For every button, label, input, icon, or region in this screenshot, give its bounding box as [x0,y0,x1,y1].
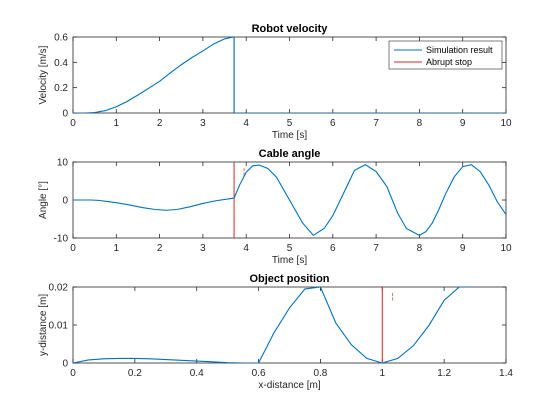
series-line-simulation-result [73,164,506,237]
x-tick-label: 9 [460,118,466,129]
chart-title: Robot velocity [252,23,329,35]
x-tick-label: 7 [373,118,379,129]
y-tick-label: 0 [62,109,68,120]
y-tick-label: -10 [54,234,69,245]
subplot-3: 0 0.2 0.4 0.6 0.8 1 1.2 1.4 0 0.01 0.02 Object posi… [38,273,513,391]
subplot-1: 0 1 2 3 4 5 6 7 8 9 10 0 0.2 0.4 0.6 Robot velocity Time… [38,23,512,141]
x-tick-label: 1.2 [437,368,451,379]
series-line-simulation-result [73,37,506,113]
x-tick-label: 8 [417,243,423,254]
x-axis-label: x-distance [m] [258,380,320,391]
x-tick-label: 2 [157,118,163,129]
series-line-simulation-result [73,287,476,363]
x-tick-label: 2 [157,243,163,254]
x-tick-label: 0.6 [252,368,266,379]
legend-box [388,40,503,70]
stop-annotation: ¦ [391,292,393,301]
x-tick-label: 6 [330,243,336,254]
x-tick-label: 0 [70,118,76,129]
chart-title: Object position [249,273,329,285]
x-tick-label: 4 [243,243,249,254]
y-axis-label: Velocity [m/s] [38,45,49,104]
x-tick-label: 0.2 [128,368,142,379]
x-tick-label: 1 [380,368,386,379]
x-tick-label: 1 [114,243,120,254]
y-axis-label: y-distance [m] [38,294,49,356]
x-tick-label: 0.4 [190,368,204,379]
legend-entry: Simulation result [426,45,493,55]
y-tick-label: 0.02 [49,283,69,294]
legend: Simulation result Abrupt stop [388,40,503,70]
y-tick-label: 0.4 [54,58,68,69]
x-tick-label: 9 [460,243,466,254]
stop-annotation: ¦ [243,167,245,176]
x-tick-label: 6 [330,118,336,129]
x-tick-label: 5 [287,118,293,129]
y-tick-label: 10 [57,158,69,169]
axes-box [72,286,507,364]
y-axis-label: Angle [°] [38,181,49,219]
x-tick-label: 3 [200,243,206,254]
y-tick-label: 0.2 [54,83,68,94]
chart-title: Cable angle [259,148,321,160]
x-tick-label: 3 [200,118,206,129]
y-tick-label: 0.01 [49,321,69,332]
y-tick-label: 0 [62,359,68,370]
x-tick-label: 10 [500,243,512,254]
y-tick-label: 0 [62,196,68,207]
x-axis-label: Time [s] [272,130,307,141]
x-tick-label: 0.8 [313,368,327,379]
y-tick-label: 0.6 [54,33,68,44]
x-tick-label: 1 [114,118,120,129]
x-tick-label: 4 [243,118,249,129]
x-axis-label: Time [s] [272,255,307,266]
x-tick-label: 10 [500,118,512,129]
x-tick-label: 0 [70,243,76,254]
x-tick-label: 7 [373,243,379,254]
x-tick-label: 0 [70,368,76,379]
x-tick-label: 5 [287,243,293,254]
legend-entry: Abrupt stop [426,57,472,67]
x-tick-label: 1.4 [499,368,513,379]
x-tick-label: 8 [417,118,423,129]
